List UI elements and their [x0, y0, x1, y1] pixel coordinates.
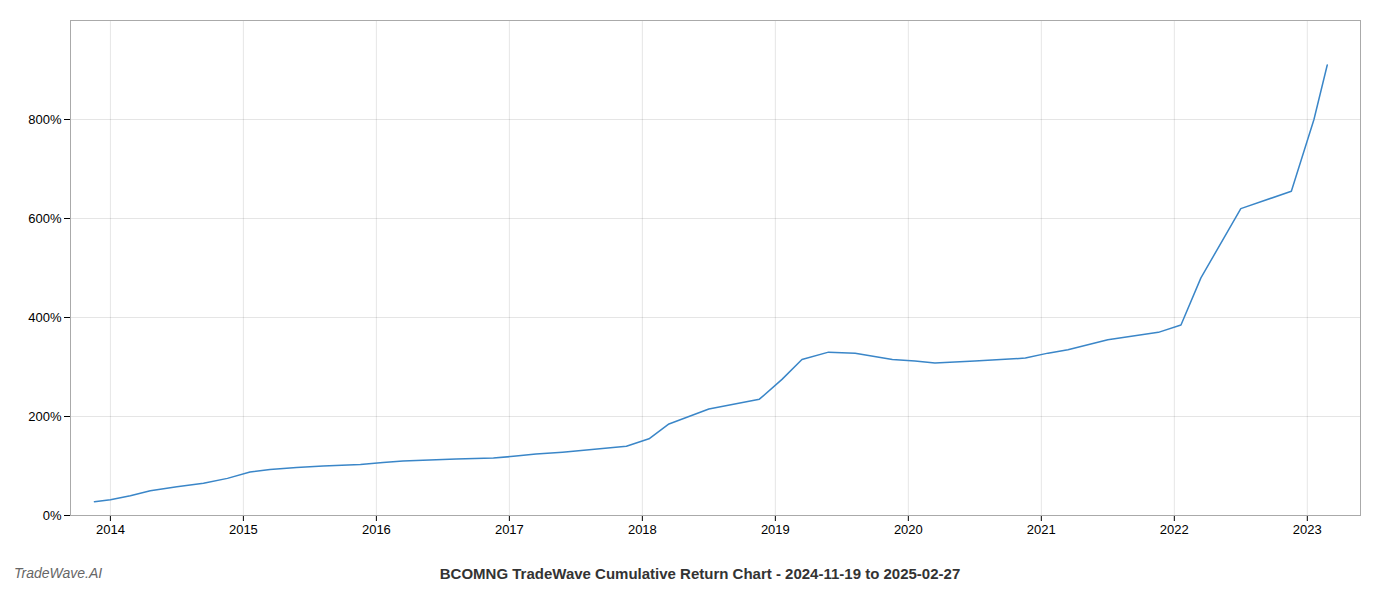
svg-text:2023: 2023 [1293, 522, 1322, 537]
svg-text:0%: 0% [43, 508, 62, 523]
svg-text:600%: 600% [28, 211, 62, 226]
svg-text:2020: 2020 [894, 522, 923, 537]
svg-text:2015: 2015 [229, 522, 258, 537]
html-text:TradeWave.AI: TradeWave.AI [14, 565, 103, 581]
svg-text:2022: 2022 [1160, 522, 1189, 537]
html-text:BCOMNG TradeWave Cumulative Re: BCOMNG TradeWave Cumulative Return Chart… [439, 565, 961, 582]
svg-text:2016: 2016 [362, 522, 391, 537]
svg-text:200%: 200% [28, 409, 62, 424]
svg-text:2018: 2018 [628, 522, 657, 537]
svg-text:2019: 2019 [761, 522, 790, 537]
svg-text:800%: 800% [28, 112, 62, 127]
svg-text:2021: 2021 [1027, 522, 1056, 537]
svg-text:2014: 2014 [96, 522, 125, 537]
svg-text:2017: 2017 [495, 522, 524, 537]
svg-text:400%: 400% [28, 310, 62, 325]
